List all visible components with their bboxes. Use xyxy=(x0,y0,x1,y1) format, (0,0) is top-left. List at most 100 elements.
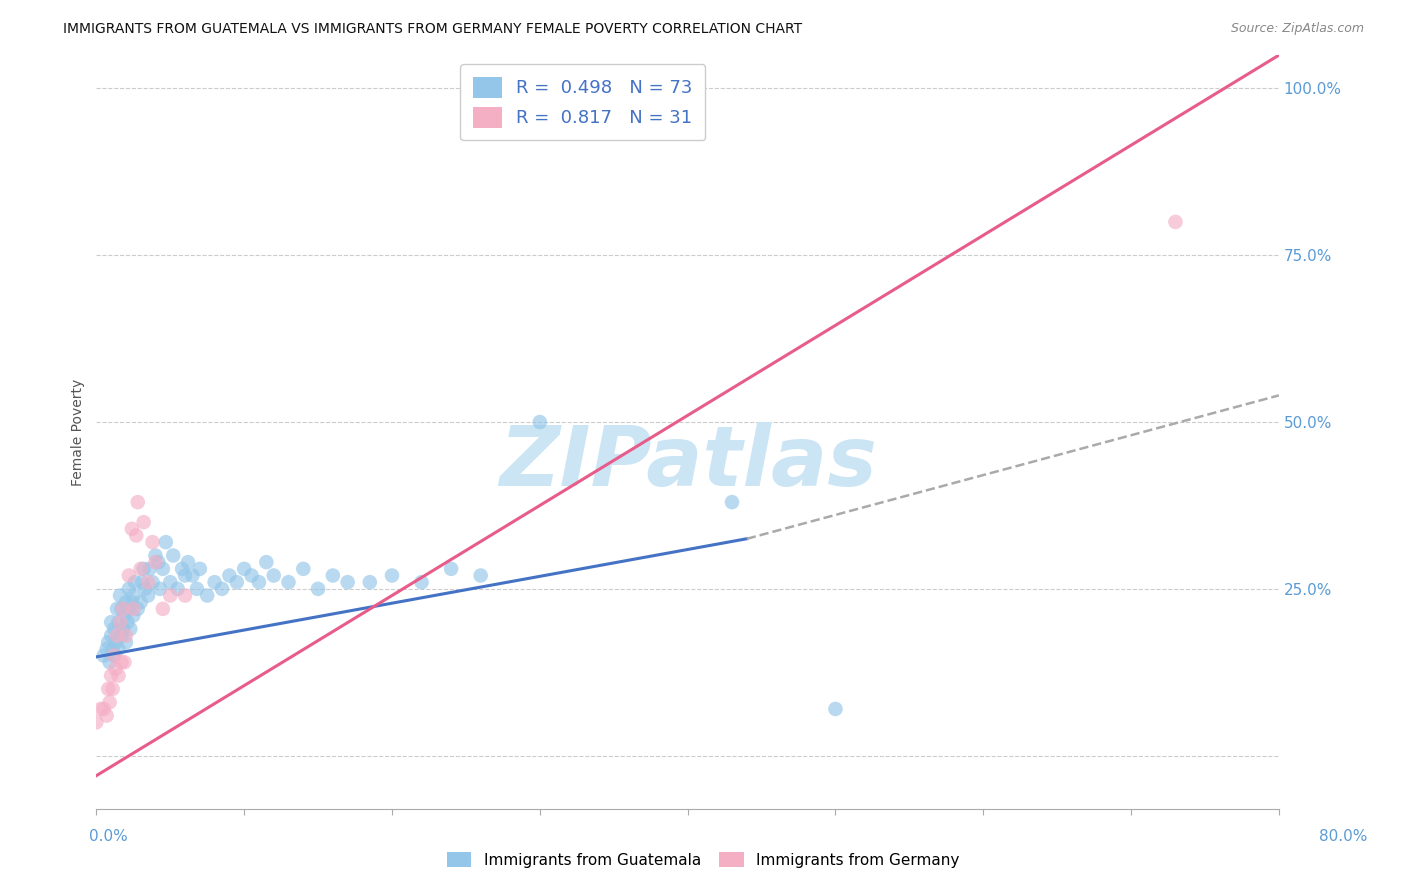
Point xyxy=(114,655,136,669)
Point xyxy=(159,575,181,590)
Point xyxy=(307,582,329,596)
Point xyxy=(105,628,128,642)
Point xyxy=(104,662,127,676)
Point xyxy=(96,708,118,723)
Point xyxy=(107,668,129,682)
Point xyxy=(110,602,132,616)
Point xyxy=(174,589,197,603)
Point xyxy=(111,602,134,616)
Point xyxy=(411,575,433,590)
Point xyxy=(292,562,315,576)
Point xyxy=(118,568,141,582)
Point xyxy=(129,595,152,609)
Point xyxy=(111,622,134,636)
Point xyxy=(118,582,141,596)
Point xyxy=(141,535,163,549)
Point xyxy=(90,702,112,716)
Point xyxy=(529,415,551,429)
Point xyxy=(336,575,359,590)
Point xyxy=(103,622,125,636)
Point xyxy=(240,568,263,582)
Point xyxy=(122,608,145,623)
Point xyxy=(233,562,256,576)
Point xyxy=(108,589,131,603)
Point xyxy=(121,522,143,536)
Point xyxy=(155,535,177,549)
Legend: R =  0.498   N = 73, R =  0.817   N = 31: R = 0.498 N = 73, R = 0.817 N = 31 xyxy=(460,64,706,140)
Point xyxy=(721,495,744,509)
Point xyxy=(122,589,145,603)
Point xyxy=(86,715,108,730)
Point xyxy=(145,555,167,569)
Point xyxy=(132,562,155,576)
Point xyxy=(195,589,218,603)
Point xyxy=(98,655,121,669)
Point xyxy=(120,622,142,636)
Point xyxy=(127,602,149,616)
Point xyxy=(470,568,492,582)
Point xyxy=(121,595,143,609)
Point xyxy=(177,555,200,569)
Text: 80.0%: 80.0% xyxy=(1319,830,1367,844)
Point xyxy=(134,582,156,596)
Point xyxy=(97,635,120,649)
Point xyxy=(115,635,138,649)
Point xyxy=(211,582,233,596)
Point xyxy=(138,562,160,576)
Point xyxy=(129,562,152,576)
Point xyxy=(359,575,381,590)
Point xyxy=(107,641,129,656)
Point xyxy=(204,575,226,590)
Point xyxy=(100,615,122,630)
Point xyxy=(824,702,846,716)
Text: Source: ZipAtlas.com: Source: ZipAtlas.com xyxy=(1230,22,1364,36)
Point xyxy=(152,562,174,576)
Point xyxy=(277,575,299,590)
Point xyxy=(100,628,122,642)
Point xyxy=(104,635,127,649)
Point xyxy=(247,575,270,590)
Point xyxy=(101,681,124,696)
Point xyxy=(124,575,146,590)
Point xyxy=(108,615,131,630)
Point xyxy=(322,568,344,582)
Point xyxy=(100,668,122,682)
Text: ZIPatlas: ZIPatlas xyxy=(499,422,876,503)
Point xyxy=(122,602,145,616)
Point xyxy=(114,608,136,623)
Point xyxy=(186,582,208,596)
Point xyxy=(263,568,285,582)
Point xyxy=(105,602,128,616)
Point xyxy=(188,562,211,576)
Point xyxy=(103,648,125,663)
Point xyxy=(107,615,129,630)
Point xyxy=(440,562,463,576)
Point xyxy=(166,582,188,596)
Point xyxy=(181,568,204,582)
Text: 0.0%: 0.0% xyxy=(89,830,128,844)
Point xyxy=(93,648,115,663)
Point xyxy=(152,602,174,616)
Legend: Immigrants from Guatemala, Immigrants from Germany: Immigrants from Guatemala, Immigrants fr… xyxy=(439,844,967,875)
Point xyxy=(254,555,277,569)
Point xyxy=(1164,215,1187,229)
Point xyxy=(103,648,125,663)
Point xyxy=(381,568,404,582)
Point xyxy=(110,628,132,642)
Point xyxy=(174,568,197,582)
Point xyxy=(159,589,181,603)
Point xyxy=(162,549,184,563)
Point xyxy=(115,595,138,609)
Point xyxy=(136,589,159,603)
Point xyxy=(225,575,247,590)
Point xyxy=(98,695,121,709)
Point xyxy=(115,628,138,642)
Point xyxy=(141,575,163,590)
Text: IMMIGRANTS FROM GUATEMALA VS IMMIGRANTS FROM GERMANY FEMALE POVERTY CORRELATION : IMMIGRANTS FROM GUATEMALA VS IMMIGRANTS … xyxy=(63,22,803,37)
Point xyxy=(101,641,124,656)
Point xyxy=(172,562,194,576)
Point xyxy=(110,655,132,669)
Point xyxy=(93,702,115,716)
Point xyxy=(218,568,240,582)
Point xyxy=(96,641,118,656)
